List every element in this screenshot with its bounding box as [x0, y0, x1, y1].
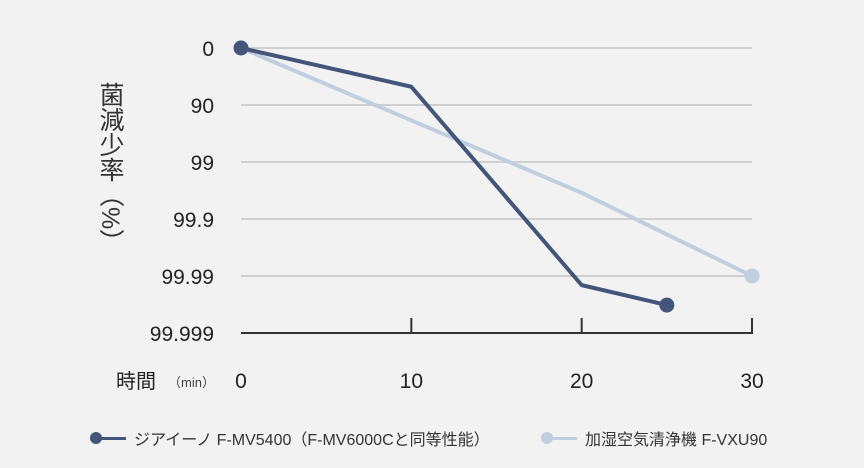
y-tick-label: 0	[202, 38, 214, 61]
data-point-1-2	[744, 268, 760, 284]
legend-item-purifier: 加湿空気清浄機 F-VXU90	[541, 426, 767, 450]
data-point-0-0	[233, 40, 249, 56]
x-axis-unit: （min）	[168, 375, 215, 390]
y-tick-label: 99	[191, 152, 214, 175]
x-tick-label: 30	[740, 370, 763, 393]
x-axis-label: 時間	[116, 370, 156, 393]
x-tick-label: 20	[570, 370, 593, 393]
legend-swatch-light	[541, 431, 577, 445]
x-tick-label: 0	[235, 370, 247, 393]
legend-label: ジアイーノ F-MV5400（F-MV6000Cと同等性能）	[134, 432, 490, 449]
legend-item-jiaino: ジアイーノ F-MV5400（F-MV6000Cと同等性能）	[90, 426, 490, 450]
y-tick-label: 99.99	[161, 266, 214, 289]
legend-label: 加湿空気清浄機 F-VXU90	[585, 432, 768, 449]
series-line-1	[240, 46, 753, 278]
y-tick-label: 99.9	[173, 209, 214, 232]
x-tick-label: 10	[400, 370, 423, 393]
series-line-0	[240, 46, 668, 308]
y-tick-label: 99.999	[150, 323, 214, 346]
y-axis-label: 菌減少率（%）	[96, 82, 124, 255]
data-point-0-3	[659, 297, 675, 313]
legend-swatch-dark	[90, 431, 126, 445]
y-tick-label: 90	[191, 95, 214, 118]
